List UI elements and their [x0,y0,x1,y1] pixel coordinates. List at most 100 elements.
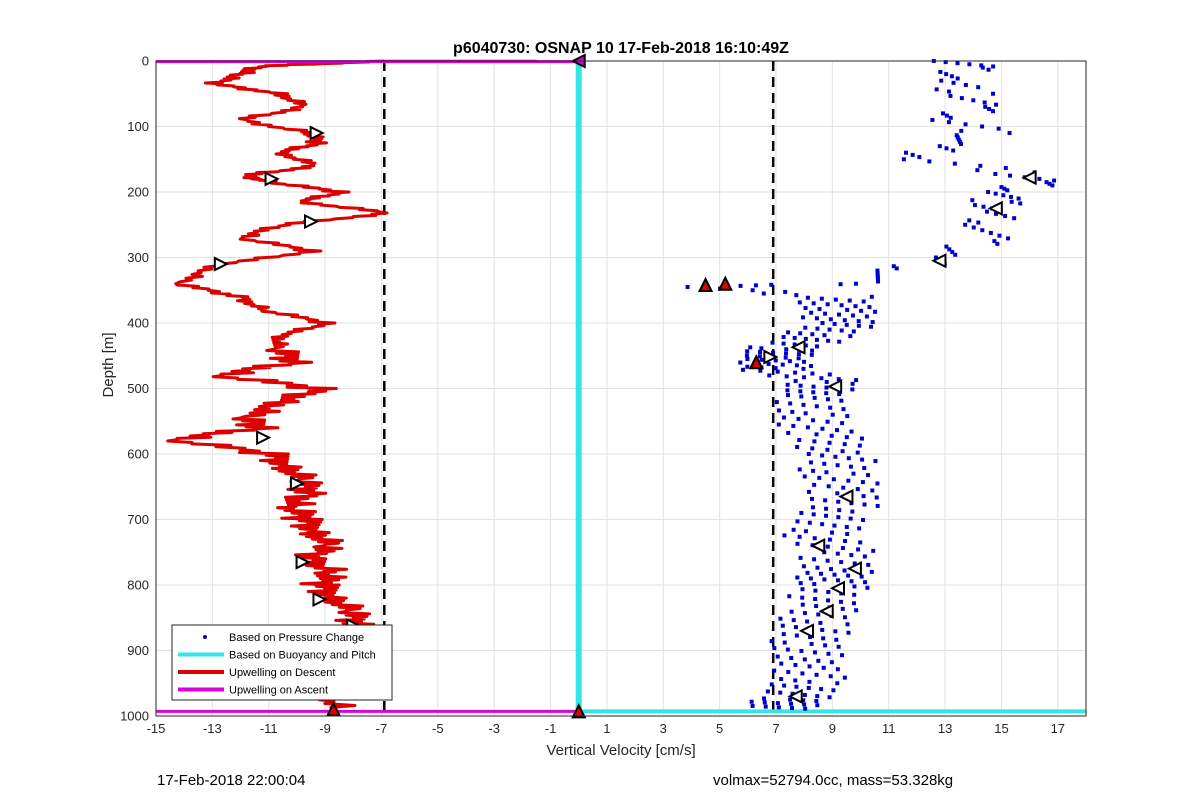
y-tick-label: 700 [127,512,149,527]
pressure-point [861,299,866,304]
pressure-point [991,64,996,69]
pressure-point [963,122,968,127]
pressure-point [783,351,788,356]
pressure-point [819,571,824,576]
pressure-point [855,450,860,455]
x-tick-label: 5 [716,721,723,736]
pressure-point [1008,194,1013,199]
pressure-point [1018,201,1023,206]
pressure-point [825,302,830,307]
pressure-point [839,303,844,308]
pressure-point [860,480,865,485]
pressure-point [971,225,976,230]
pressure-point [992,239,997,244]
pressure-point [981,204,986,209]
pressure-point [815,703,820,708]
pressure-point [842,442,847,447]
pressure-point [1052,178,1057,183]
pressure-point [757,354,762,359]
pressure-point [813,597,818,602]
pressure-point [856,547,861,552]
pressure-point [780,362,785,367]
marker-triangle [295,554,311,570]
pressure-point [934,87,939,92]
pressure-point [844,322,849,327]
pressure-point [785,647,790,652]
pressure-point [809,310,814,315]
pressure-point [976,85,981,90]
pressure-point [850,509,855,514]
pressure-point [1002,186,1007,191]
pressure-point [996,126,1001,131]
pressure-point [807,664,812,669]
pressure-point [785,393,790,398]
pressure-point [826,338,831,343]
pressure-point [807,679,812,684]
pressure-point [789,609,794,614]
pressure-point [789,701,794,706]
pressure-point [781,632,786,637]
pressure-point [802,657,807,662]
pressure-point [957,139,962,144]
x-tick-labels: -15 -13 -11 -9 -7 -5 -3 -1 1 3 5 7 9 11 13 15 17 [147,721,1065,736]
pressure-point [809,496,814,501]
pressure-point [841,485,846,490]
pressure-point [841,407,846,412]
y-tick-label: 0 [142,54,149,69]
pressure-point [827,695,832,700]
pressure-point [1009,199,1014,204]
pressure-point [951,80,956,85]
pressure-point [744,353,749,358]
pressure-point [851,329,856,334]
pressure-point [832,321,837,326]
pressure-point [822,333,827,338]
pressure-point [802,375,807,380]
pressure-point [812,557,817,562]
pressure-point [952,161,957,166]
pressure-point [944,244,949,249]
pressure-point [811,301,816,306]
pressure-point [856,319,861,324]
pressure-point [790,691,795,696]
pressure-point [823,643,828,648]
pressure-point [1037,176,1042,181]
pressure-point [812,439,817,444]
pressure-point [836,515,841,520]
x-tick-label: 7 [772,721,779,736]
pressure-point [808,576,813,581]
pressure-point [855,487,860,492]
pressure-point [875,268,880,273]
y-tick-label: 1000 [120,709,149,724]
legend-label: Upwelling on Ascent [229,685,328,697]
marker-triangle [325,701,342,717]
pressure-point [963,222,968,227]
pressure-point [749,699,754,704]
pressure-point [781,335,786,340]
marker-triangle [1021,169,1037,186]
pressure-point [846,630,851,635]
pressure-point [814,337,819,342]
pressure-point [834,428,839,433]
pressure-point [983,104,988,109]
x-tick-label: 17 [1051,721,1065,736]
pressure-point [762,696,767,701]
pressure-point [835,667,840,672]
pressure-point [849,553,854,558]
pressure-point [853,304,858,309]
pressure-point [824,470,829,475]
pressure-point [785,388,790,393]
pressure-point [980,65,985,70]
pressure-point [836,377,841,382]
marker-triangle [571,703,587,719]
pressure-point [835,463,840,468]
pressure-point [843,539,848,544]
pressure-point [759,346,764,351]
pressure-point [758,368,763,373]
pressure-point [795,541,800,546]
pressure-point [807,520,812,525]
pressure-point [997,233,1002,238]
pressure-point [811,384,816,389]
pressure-point [839,560,844,565]
pressure-point [822,577,827,582]
